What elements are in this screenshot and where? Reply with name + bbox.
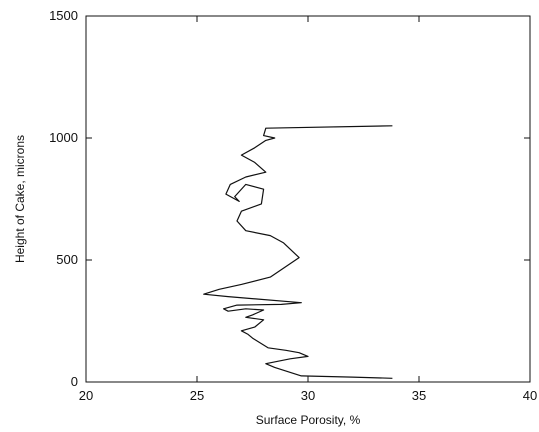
line-layer — [203, 125, 393, 379]
porosity-series-line — [203, 125, 393, 379]
x-tick-label: 30 — [301, 388, 315, 403]
ticks-layer — [85, 15, 531, 383]
y-tick-label: 1000 — [49, 130, 78, 145]
x-tick-label: 40 — [523, 388, 537, 403]
x-axis-label: Surface Porosity, % — [256, 413, 361, 427]
x-tick-label: 35 — [412, 388, 426, 403]
y-tick-label: 1500 — [49, 8, 78, 23]
plot-frame — [85, 15, 531, 383]
y-tick-label: 500 — [56, 252, 78, 267]
labels-layer: 20 25 30 35 40 0 500 1000 1500 — [49, 8, 537, 403]
x-tick-label: 25 — [190, 388, 204, 403]
y-axis-label: Height of Cake, microns — [13, 135, 27, 263]
y-tick-label: 0 — [71, 374, 78, 389]
x-tick-label: 20 — [79, 388, 93, 403]
